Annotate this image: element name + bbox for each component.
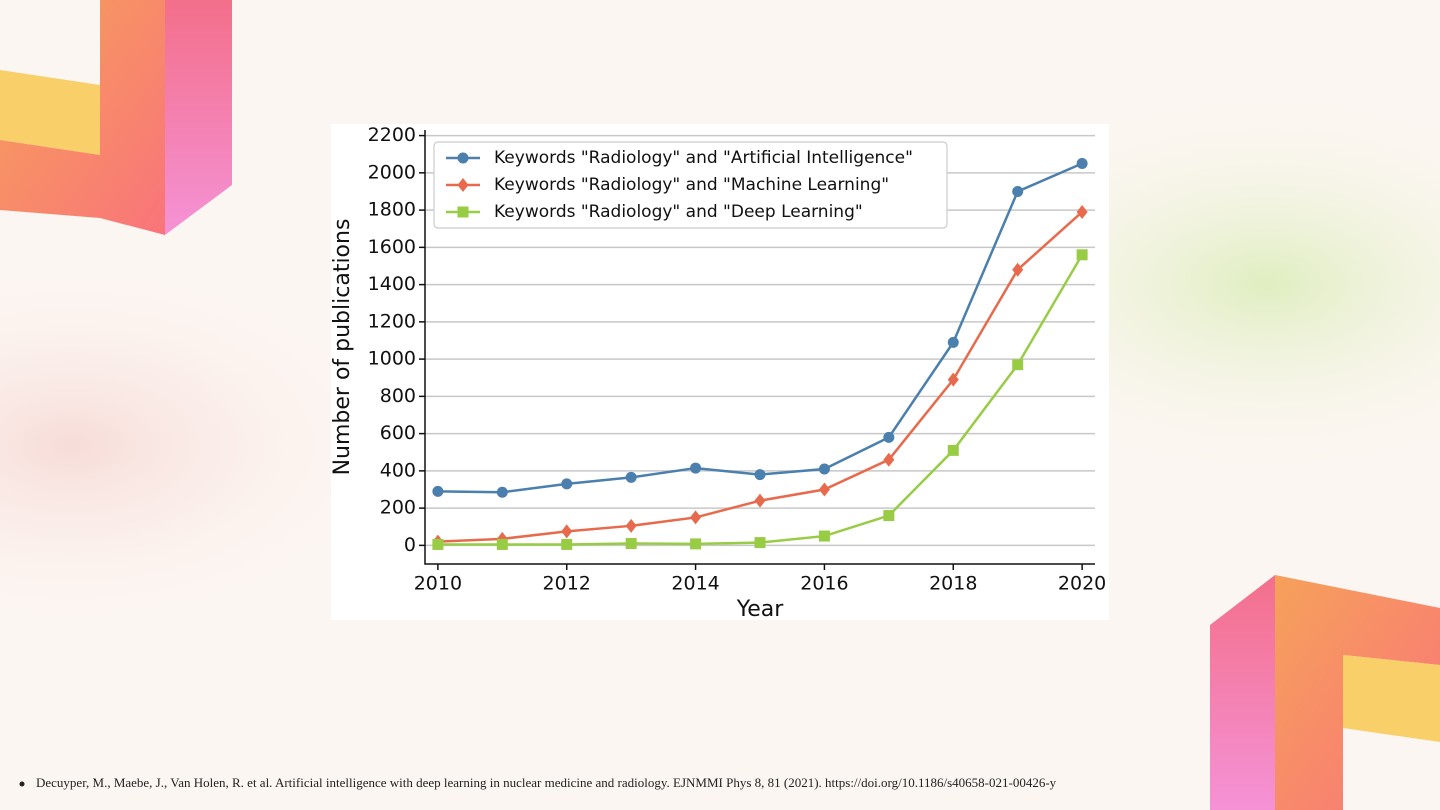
data-point	[947, 372, 959, 387]
data-point	[947, 336, 959, 348]
y-tick-label: 1200	[368, 310, 416, 332]
x-tick-label: 2016	[800, 573, 848, 595]
legend-marker	[457, 152, 469, 164]
y-tick-label: 200	[380, 497, 416, 519]
bullet	[19, 781, 25, 787]
data-point	[1012, 185, 1024, 197]
data-point	[1012, 359, 1024, 371]
data-point	[690, 462, 702, 474]
x-tick-label: 2014	[671, 573, 719, 595]
x-axis-title: Year	[736, 597, 785, 622]
y-tick-label: 1600	[368, 236, 416, 258]
y-tick-label: 600	[380, 422, 416, 444]
chart: 0 200 400 600 800 1000 1200 1400 1600 1800 2000 220…	[330, 124, 1106, 622]
x-tick-label: 2010	[414, 573, 462, 595]
data-point	[754, 493, 766, 508]
legend-label: Keywords "Radiology" and "Artificial Int…	[494, 148, 913, 168]
legend-marker	[457, 206, 469, 218]
y-tick-label: 800	[380, 385, 416, 407]
x-tick-label: 2020	[1058, 573, 1106, 595]
data-point	[1076, 249, 1088, 261]
data-point	[818, 463, 830, 475]
legend-marker	[457, 178, 469, 192]
data-point	[947, 444, 959, 456]
data-point	[561, 478, 573, 490]
y-tick-label: 1400	[368, 273, 416, 295]
data-point	[818, 482, 830, 497]
data-point	[883, 431, 895, 443]
y-axis-title: Number of publications	[330, 219, 355, 476]
data-point	[561, 524, 573, 539]
data-point	[1076, 158, 1088, 170]
deco-shape	[1275, 575, 1440, 810]
data-point	[561, 538, 573, 550]
data-point	[690, 538, 702, 550]
data-point	[883, 452, 895, 467]
deco-shape	[0, 70, 100, 155]
data-point	[625, 518, 637, 533]
legend-label: Keywords "Radiology" and "Deep Learning"	[494, 202, 863, 222]
data-point	[496, 538, 508, 550]
data-point	[432, 538, 444, 550]
y-tick-label: 1800	[368, 199, 416, 221]
y-tick-label: 400	[380, 459, 416, 481]
axis-spine	[424, 130, 1095, 565]
data-point	[432, 485, 444, 497]
x-tick-label: 2018	[929, 573, 977, 595]
data-point	[625, 538, 637, 550]
legend-label: Keywords "Radiology" and "Machine Learni…	[494, 175, 889, 195]
y-tick-label: 1000	[368, 348, 416, 370]
legend-box	[433, 141, 948, 229]
x-tick-label: 2012	[543, 573, 591, 595]
y-tick-label: 0	[404, 534, 416, 556]
y-tick-label: 2200	[368, 124, 416, 146]
data-point	[1076, 204, 1088, 219]
data-point	[883, 510, 895, 522]
data-point	[754, 469, 766, 481]
deco-shape	[1210, 575, 1275, 810]
data-point	[690, 510, 702, 525]
data-point	[496, 486, 508, 498]
y-tick-label: 2000	[368, 161, 416, 183]
data-point	[818, 530, 830, 542]
data-point	[754, 537, 766, 549]
data-point	[625, 471, 637, 483]
footnote: Decuyper, M., Maebe, J., Van Holen, R. e…	[36, 775, 1057, 790]
deco-shape	[0, 0, 165, 235]
data-point	[1012, 262, 1024, 277]
deco-shape	[165, 0, 232, 235]
deco-shape	[1343, 655, 1440, 742]
